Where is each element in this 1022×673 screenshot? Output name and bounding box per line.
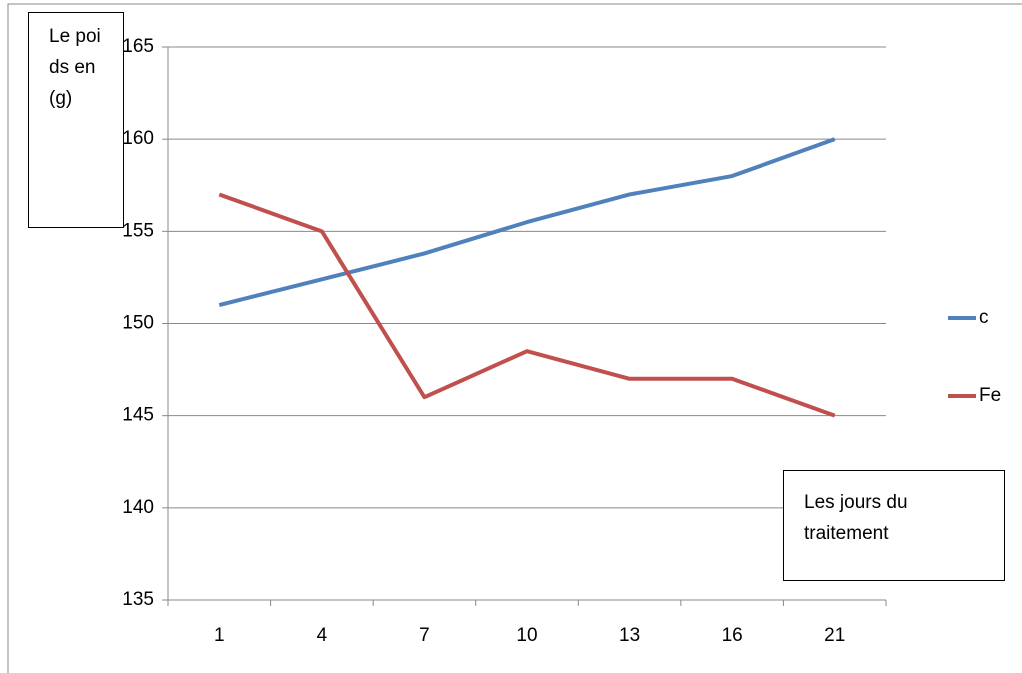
legend-label: Fe [979, 385, 1001, 406]
x-tick-label: 1 [214, 625, 225, 646]
x-tick-label: 13 [619, 625, 640, 646]
y-axis-label: Le poids en (g) [28, 12, 124, 228]
y-tick-label: 165 [122, 36, 154, 57]
y-tick-label: 155 [122, 220, 154, 241]
x-tick-label: 10 [516, 625, 537, 646]
y-tick-label: 145 [122, 405, 154, 426]
x-axis-label: Les jours du traitement [783, 470, 1005, 581]
y-tick-label: 135 [122, 589, 154, 610]
x-tick-label: 16 [722, 625, 743, 646]
y-tick-label: 140 [122, 497, 154, 518]
legend-label: c [979, 307, 989, 328]
line-series [218, 137, 836, 308]
line-series [218, 192, 836, 418]
x-tick-label: 7 [419, 625, 430, 646]
x-tick-label: 21 [824, 625, 845, 646]
x-tick-label: 4 [317, 625, 328, 646]
y-tick-label: 160 [122, 128, 154, 149]
chart-border [7, 3, 1022, 673]
y-tick-label: 150 [122, 313, 154, 334]
